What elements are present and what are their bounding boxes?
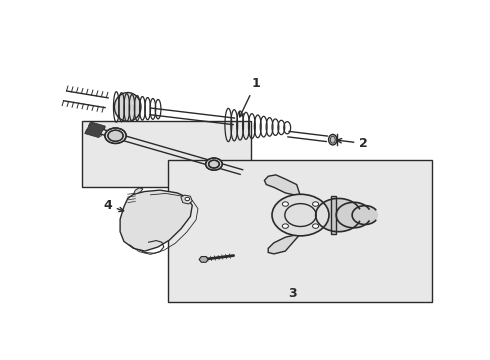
Polygon shape	[181, 195, 192, 204]
Bar	[331, 196, 336, 234]
Ellipse shape	[114, 93, 141, 121]
Text: 2: 2	[337, 137, 368, 150]
Ellipse shape	[105, 128, 126, 144]
Text: 3: 3	[289, 287, 297, 301]
Polygon shape	[199, 257, 208, 262]
Circle shape	[336, 202, 371, 228]
Polygon shape	[268, 234, 300, 254]
Bar	[82, 121, 251, 187]
Circle shape	[316, 198, 361, 232]
Circle shape	[352, 206, 378, 225]
Polygon shape	[265, 175, 300, 196]
Ellipse shape	[206, 158, 222, 170]
Polygon shape	[120, 190, 192, 251]
Circle shape	[313, 202, 318, 206]
Ellipse shape	[329, 134, 337, 145]
Bar	[168, 159, 432, 302]
Circle shape	[272, 194, 329, 236]
Circle shape	[313, 224, 318, 228]
Circle shape	[185, 197, 190, 201]
Text: 1: 1	[240, 77, 260, 117]
Text: 4: 4	[103, 199, 123, 212]
Circle shape	[282, 202, 289, 206]
Polygon shape	[133, 188, 143, 194]
Polygon shape	[85, 122, 105, 138]
Circle shape	[282, 224, 289, 228]
